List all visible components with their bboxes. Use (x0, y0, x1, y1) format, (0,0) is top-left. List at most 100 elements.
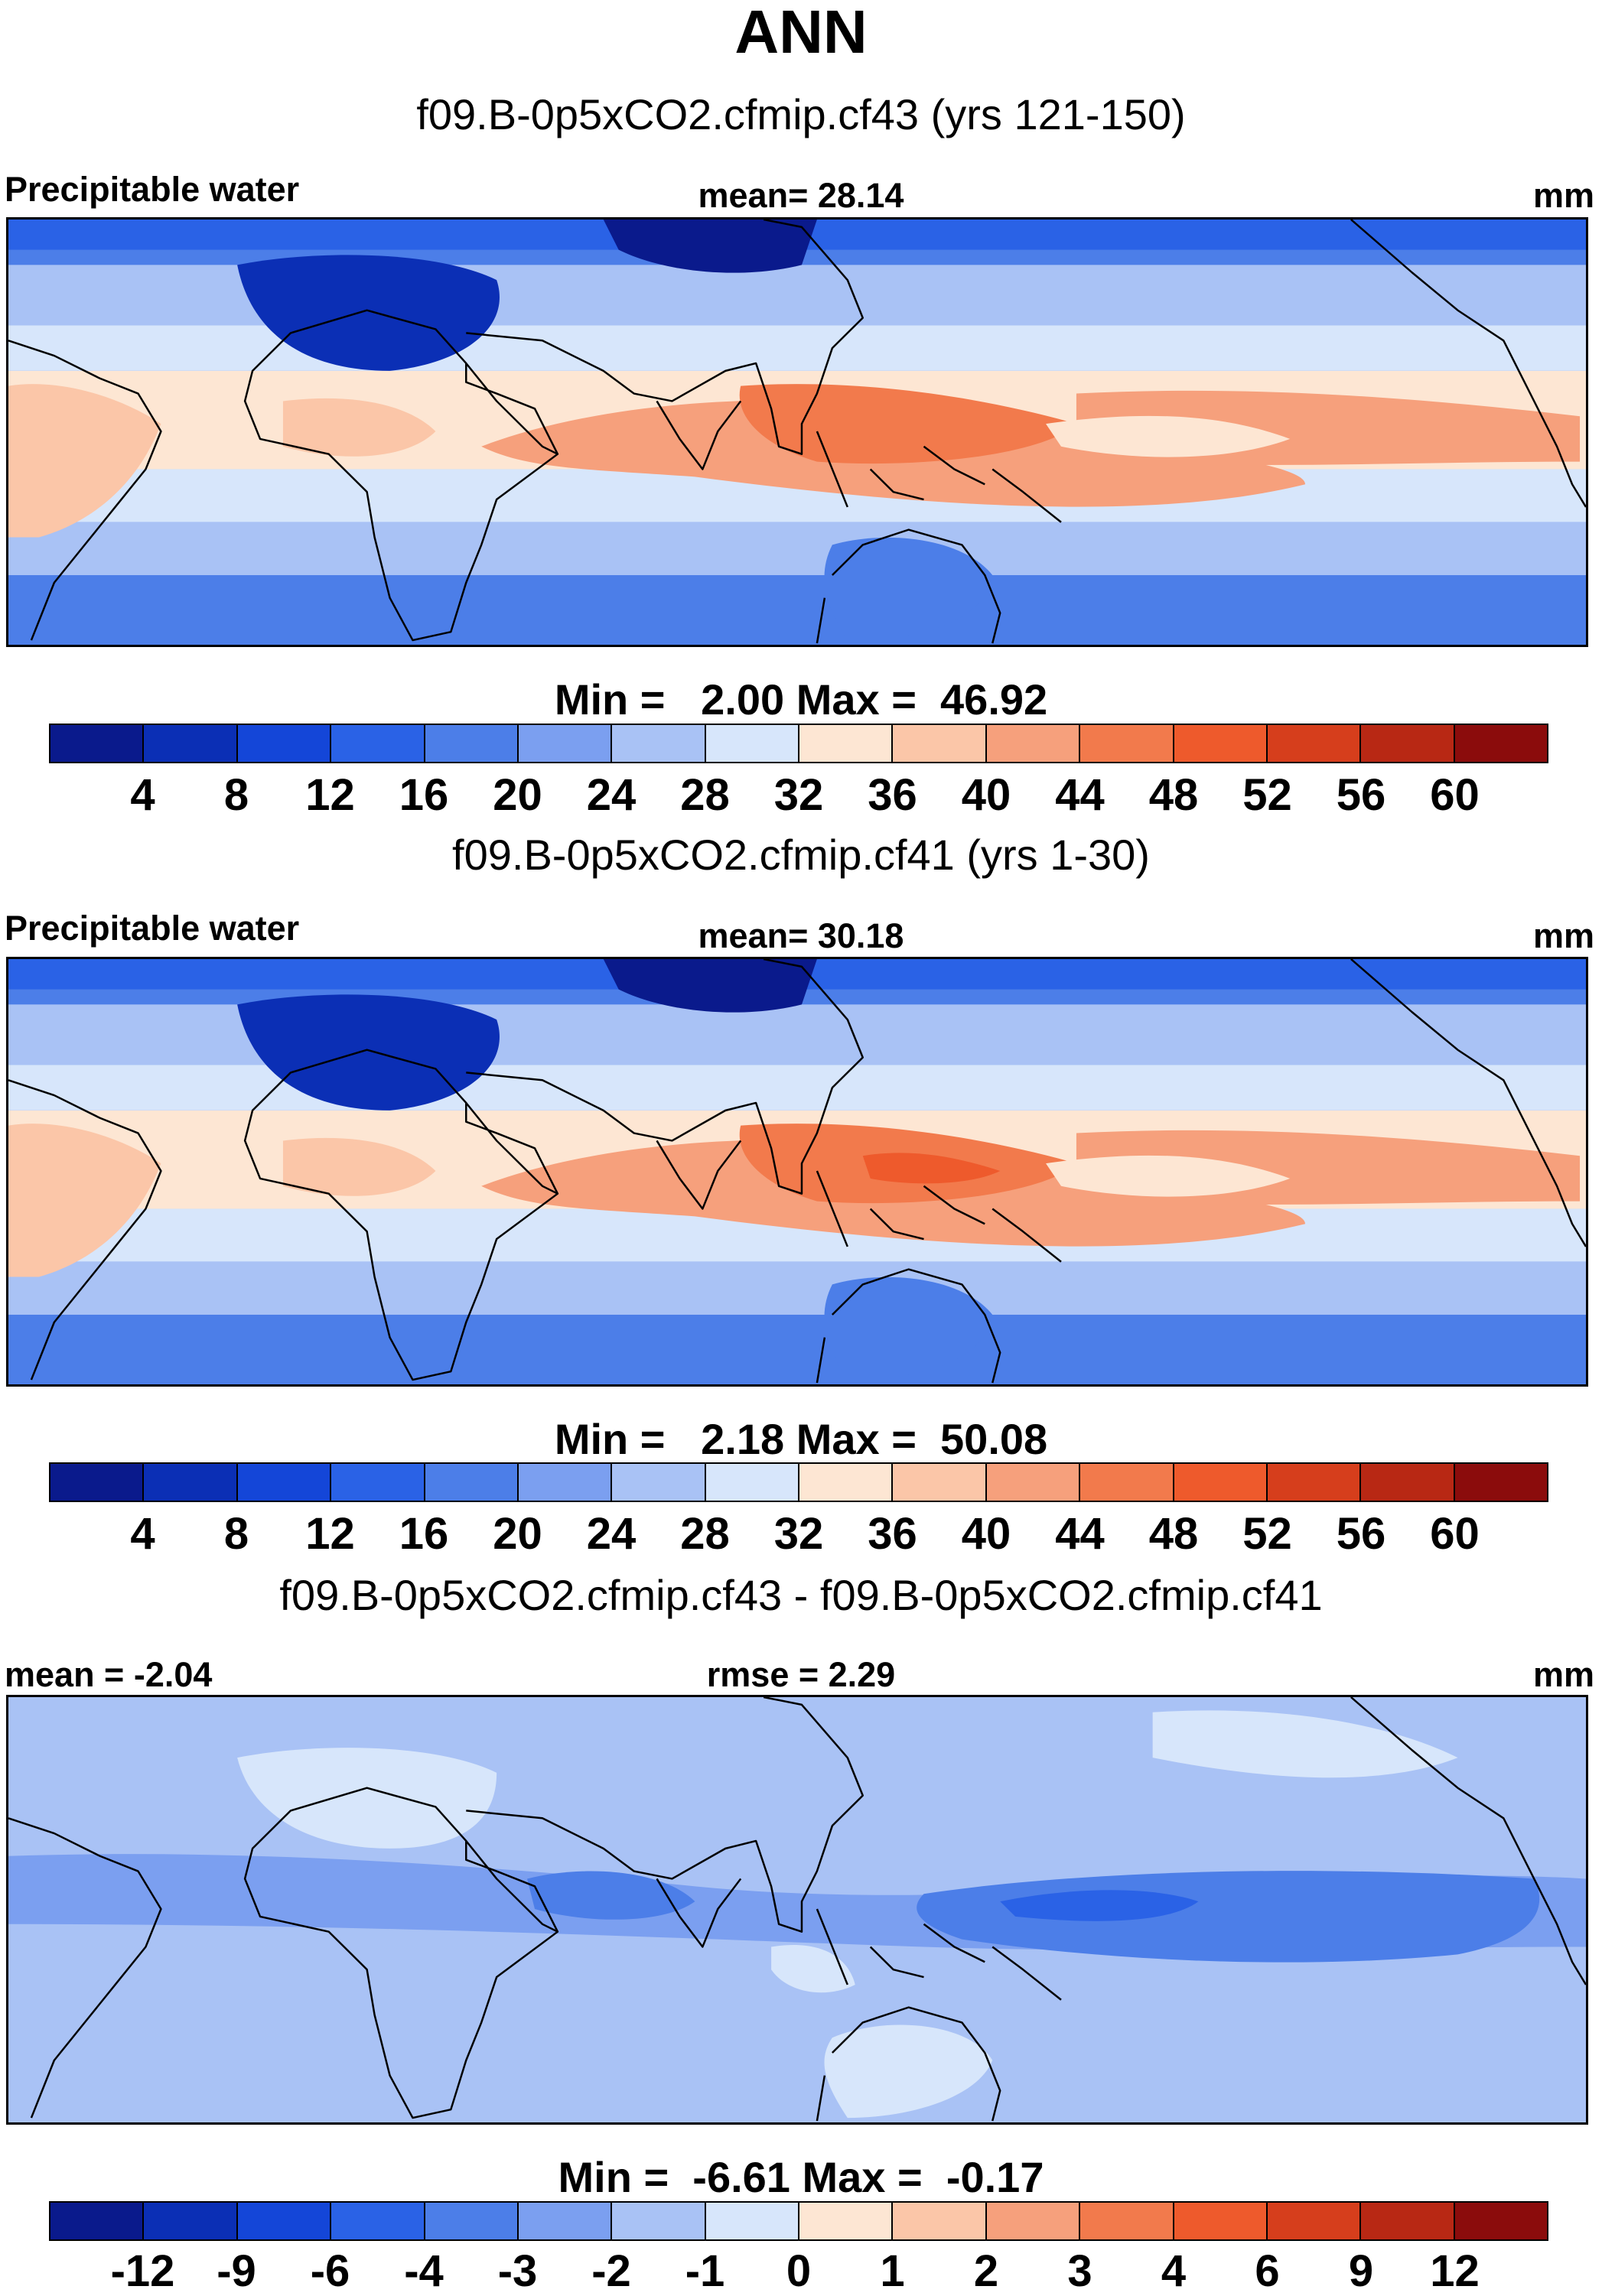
panel-3-units-label: mm (1532, 1655, 1594, 1694)
sahara-weak-change (237, 1748, 497, 1849)
colorbar-swatch (518, 1464, 613, 1501)
australia-weak-change (824, 2024, 993, 2119)
colorbar-tick-label: 60 (1430, 1509, 1480, 1559)
figure-title: ANN (734, 0, 868, 66)
colorbar-tick-label: 0 (786, 2246, 812, 2296)
panel-1-variable-label: Precipitable water (5, 170, 300, 209)
colorbar-swatch (893, 2203, 987, 2239)
panel-1-map (6, 217, 1588, 647)
colorbar-tick-label: 2 (973, 2246, 999, 2296)
north-pacific-weak-change (1152, 1710, 1458, 1778)
colorbar-tick-label: 6 (1255, 2246, 1280, 2296)
colorbar-tick-label: 9 (1348, 2246, 1374, 2296)
panel-3-mean-label: mean = -2.04 (5, 1655, 213, 1694)
colorbar-swatch (1267, 725, 1362, 762)
colorbar-tick-label: 1 (880, 2246, 905, 2296)
australia-coastline (816, 528, 1001, 644)
colorbar-tick-label: 12 (305, 1509, 355, 1559)
colorbar-tick-label: 44 (1055, 770, 1105, 820)
map-field (8, 1697, 1586, 2122)
colorbar-tick-label: -6 (310, 2246, 350, 2296)
colorbar-swatch (1080, 2203, 1174, 2239)
colorbar-tick-label: -1 (685, 2246, 725, 2296)
panel-2-map (6, 957, 1588, 1387)
colorbar-tick-label: 8 (223, 770, 249, 820)
colorbar-swatch (612, 1464, 706, 1501)
north-midlat-band (8, 325, 1586, 371)
southern-band (8, 1337, 1586, 1384)
panel-1-mean-label: mean= 28.14 (698, 176, 904, 215)
colorbar-swatch (50, 2203, 145, 2239)
colorbar-tick-label: 4 (1161, 2246, 1187, 2296)
colorbar-tick-label: 28 (680, 770, 730, 820)
colorbar-swatch (1267, 2203, 1362, 2239)
colorbar-tick-label: 36 (868, 770, 917, 820)
maritime-weak-change (771, 1944, 855, 1993)
colorbar-tick-label: 52 (1242, 770, 1292, 820)
colorbar-swatch (799, 1464, 894, 1501)
colorbar-tick-label: -9 (217, 2246, 256, 2296)
sahara-dry-region (237, 994, 500, 1111)
colorbar-swatch (144, 2203, 238, 2239)
indian-ocean-drying-core (527, 1871, 695, 1920)
panel-2-mean-label: mean= 30.18 (698, 916, 904, 955)
india-coastline (656, 400, 742, 470)
colorbar-tick-label: 12 (305, 770, 355, 820)
panel-2-variable-label: Precipitable water (5, 909, 300, 948)
panel-3-colorbar (49, 2201, 1548, 2241)
sahara-dry-region (237, 255, 500, 371)
americas-west-coastline (1350, 220, 1586, 508)
colorbar-swatch (425, 725, 519, 762)
colorbar-tick-label: 40 (961, 770, 1011, 820)
cold-tongue (1046, 1155, 1291, 1197)
south-america-east-coastline (8, 340, 162, 641)
colorbar-tick-label: 40 (961, 1509, 1011, 1559)
panel-1-colorbar-ticks: 4 8 12 16 20 24 28 32 36 40 44 48 52 56 60 (49, 771, 1548, 820)
panel-1-colorbar (49, 724, 1548, 763)
colorbar-swatch (1361, 1464, 1455, 1501)
americas-west-coastline (1350, 1697, 1586, 1985)
colorbar-swatch (425, 1464, 519, 1501)
eurasia-coastline (466, 1697, 864, 1933)
africa-coastline (243, 1787, 559, 2119)
colorbar-tick-label: 8 (223, 1509, 249, 1559)
colorbar-tick-label: 3 (1067, 2246, 1092, 2296)
colorbar-tick-label: 20 (493, 770, 542, 820)
colorbar-tick-label: 56 (1336, 1509, 1386, 1559)
colorbar-swatch (1080, 725, 1174, 762)
colorbar-tick-label: 28 (680, 1509, 730, 1559)
colorbar-swatch (799, 2203, 894, 2239)
amazon-wet-region (8, 384, 161, 538)
colorbar-swatch (705, 725, 799, 762)
colorbar-swatch (1361, 725, 1455, 762)
americas-west-coastline (1350, 959, 1586, 1247)
eurasia-coastline (466, 220, 864, 455)
colorbar-swatch (986, 725, 1081, 762)
red-sea-arabia-coastline (465, 1102, 558, 1195)
australia-dry-region (824, 1276, 993, 1381)
australia-dry-region (824, 537, 993, 641)
colorbar-swatch (1174, 2203, 1268, 2239)
colorbar-swatch (612, 2203, 706, 2239)
colorbar-swatch (425, 2203, 519, 2239)
colorbar-swatch (1080, 1464, 1174, 1501)
amazon-wet-region (8, 1124, 161, 1277)
colorbar-swatch (1454, 2203, 1547, 2239)
south-america-east-coastline (8, 1817, 162, 2119)
colorbar-tick-label: 20 (493, 1509, 542, 1559)
red-sea-arabia-coastline (465, 363, 558, 455)
colorbar-swatch (331, 2203, 425, 2239)
panel-3-colorbar-ticks: -12 -9 -6 -4 -3 -2 -1 0 1 2 3 4 6 9 12 (49, 2247, 1548, 2296)
panel-2-units-label: mm (1532, 916, 1594, 955)
colorbar-tick-label: 48 (1148, 770, 1199, 820)
colorbar-swatch (1454, 1464, 1547, 1501)
colorbar-tick-label: 44 (1055, 1509, 1105, 1559)
colorbar-tick-label: 60 (1430, 770, 1480, 820)
eurasia-coastline (466, 959, 864, 1195)
southern-band (8, 597, 1586, 645)
colorbar-swatch (331, 725, 425, 762)
maritime-continent-coastline (816, 1170, 1062, 1263)
colorbar-swatch (986, 2203, 1081, 2239)
pacific-drying-core (1000, 1890, 1199, 1921)
colorbar-swatch (1174, 725, 1268, 762)
